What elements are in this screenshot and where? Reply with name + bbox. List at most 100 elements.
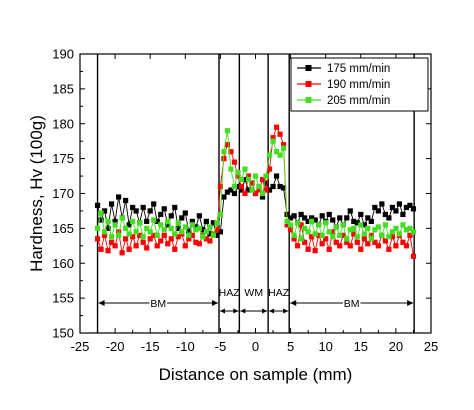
data-point	[186, 236, 192, 242]
data-point	[358, 222, 364, 228]
data-point	[130, 204, 136, 211]
data-point	[238, 183, 245, 190]
data-point	[231, 159, 238, 165]
data-point	[193, 224, 199, 230]
data-point	[309, 234, 315, 240]
data-point	[245, 176, 252, 183]
data-point	[249, 180, 255, 186]
data-point	[126, 231, 132, 237]
data-point	[242, 176, 248, 183]
data-point	[207, 224, 213, 230]
data-point	[361, 222, 367, 228]
data-point	[291, 236, 297, 242]
data-point	[161, 206, 167, 212]
data-point	[379, 232, 385, 238]
data-point	[151, 232, 157, 238]
data-point	[295, 243, 301, 249]
data-point	[175, 225, 181, 231]
data-point	[147, 236, 153, 242]
data-point	[165, 218, 171, 224]
data-point	[203, 218, 209, 224]
data-point	[400, 239, 406, 245]
data-point	[235, 173, 241, 179]
data-point	[403, 243, 410, 249]
data-point	[372, 239, 378, 245]
data-point	[410, 229, 417, 235]
data-point	[277, 183, 283, 190]
data-point	[196, 225, 202, 231]
data-point	[189, 232, 195, 238]
data-point	[108, 239, 115, 245]
y-tick-label: 155	[52, 291, 74, 306]
data-point	[221, 194, 227, 200]
data-point	[407, 232, 413, 238]
data-point	[358, 246, 364, 252]
data-point	[179, 229, 185, 235]
data-point	[354, 220, 360, 226]
data-point	[140, 234, 146, 240]
data-point	[284, 222, 290, 228]
data-point	[358, 211, 364, 218]
data-point	[312, 217, 318, 223]
data-point	[305, 218, 311, 224]
data-point	[224, 142, 231, 148]
data-point	[224, 189, 231, 195]
data-point	[168, 236, 174, 242]
data-point	[393, 225, 399, 231]
data-point	[252, 173, 259, 179]
data-point	[154, 218, 160, 224]
data-point	[347, 243, 353, 249]
y-tick-label: 185	[52, 81, 74, 96]
legend-label: 190 mm/min	[327, 79, 390, 91]
y-tick-label: 160	[52, 256, 74, 271]
data-point	[361, 231, 367, 237]
data-point	[344, 239, 350, 245]
data-point	[365, 225, 371, 231]
x-tick-label: 15	[354, 339, 368, 354]
y-tick-label: 175	[52, 151, 74, 166]
data-point	[126, 246, 132, 252]
data-point	[189, 222, 195, 228]
data-point	[112, 218, 118, 224]
data-point	[210, 232, 216, 238]
data-point	[375, 243, 381, 249]
data-point	[116, 229, 122, 235]
data-point	[168, 213, 174, 219]
data-point	[182, 243, 188, 249]
data-point	[319, 213, 325, 219]
data-point	[354, 234, 360, 240]
data-point	[312, 231, 318, 237]
data-point	[158, 211, 164, 218]
data-point	[168, 225, 174, 231]
data-point	[196, 241, 202, 247]
data-point	[382, 238, 388, 244]
data-point	[386, 215, 392, 221]
legend-label: 205 mm/min	[327, 95, 390, 107]
data-point	[266, 166, 273, 172]
data-point	[368, 236, 374, 242]
data-point	[245, 187, 252, 193]
x-tick-label: 5	[287, 339, 294, 354]
data-point	[259, 194, 266, 200]
data-point	[351, 218, 357, 224]
data-point	[337, 215, 343, 221]
data-point	[98, 246, 104, 252]
data-point	[368, 218, 374, 224]
data-point	[354, 239, 360, 245]
data-point	[263, 180, 269, 186]
data-point	[330, 229, 336, 235]
data-point	[302, 225, 308, 231]
data-point	[375, 224, 381, 230]
axes: -25 -20 -15 -10 -5 0 5 10 15 20 25 150 155 160 165 170 1…	[52, 47, 438, 355]
data-point	[252, 190, 259, 197]
data-point	[116, 232, 122, 238]
legend-marker	[305, 81, 312, 87]
data-point	[231, 183, 238, 190]
x-tick-label: 20	[389, 339, 403, 354]
series-2	[94, 124, 417, 259]
data-point	[94, 202, 101, 208]
data-point	[323, 236, 329, 242]
